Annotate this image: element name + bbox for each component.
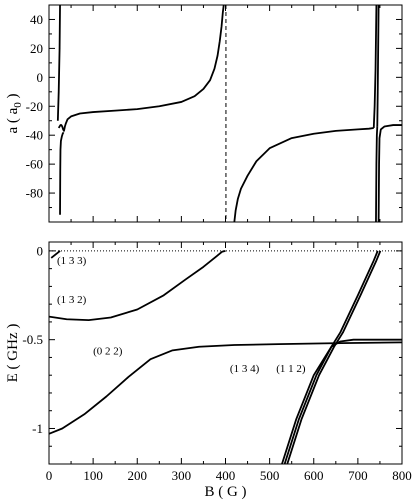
- scattering-length-panel: 40 20 0 -20 -40 -60 -80 a ( a0 ): [5, 4, 403, 223]
- x-tick-label: 0: [46, 468, 53, 483]
- series-line: [376, 5, 380, 127]
- series-line: [49, 250, 226, 322]
- y-tick-label: -0.5: [22, 332, 43, 347]
- x-tick-label: 300: [172, 468, 192, 483]
- series-line: [377, 124, 402, 222]
- energy-panel: 0 -0.5 -1 0 100 200 300 400 500 600 700 800 (1 3 3) (…: [5, 241, 412, 500]
- y-tick-label: 40: [30, 12, 43, 27]
- y-tick-label: -80: [26, 186, 43, 201]
- series-line: [283, 250, 379, 464]
- y-tick-label: -1: [32, 421, 43, 436]
- y-tick-label: 0: [37, 243, 44, 258]
- series-line: [372, 5, 378, 129]
- series-line: [375, 126, 379, 222]
- state-label: (1 3 3): [57, 255, 87, 267]
- y-tick-label: 20: [30, 41, 43, 56]
- x-tick-label: 100: [83, 468, 103, 483]
- series-line: [286, 250, 382, 464]
- state-label: (1 3 4): [230, 363, 260, 375]
- x-tick-label: 400: [216, 468, 236, 483]
- y-tick-label: -60: [26, 157, 43, 172]
- series-line: [59, 131, 65, 215]
- x-tick-label: 800: [392, 468, 412, 483]
- x-tick-label: 200: [128, 468, 148, 483]
- series-line: [57, 5, 225, 132]
- state-label: (1 3 2): [57, 294, 87, 306]
- x-axis-title: B ( G ): [204, 484, 246, 500]
- series-line: [233, 127, 374, 222]
- series-line: [281, 338, 402, 464]
- y-tick-label: -20: [26, 99, 43, 114]
- y-axis-title: E ( GHz ): [5, 324, 21, 383]
- y-tick-label: 0: [37, 70, 44, 85]
- series-line: [56, 5, 61, 121]
- state-label: (0 2 2): [93, 345, 123, 357]
- series-line: [49, 341, 402, 435]
- series-line: [50, 250, 61, 259]
- y-tick-label: -40: [26, 128, 43, 143]
- state-label: (1 1 2): [276, 363, 306, 375]
- x-tick-label: 500: [260, 468, 280, 483]
- x-tick-label: 600: [304, 468, 324, 483]
- x-tick-label: 700: [348, 468, 368, 483]
- y-axis-title: a ( a0 ): [5, 93, 24, 133]
